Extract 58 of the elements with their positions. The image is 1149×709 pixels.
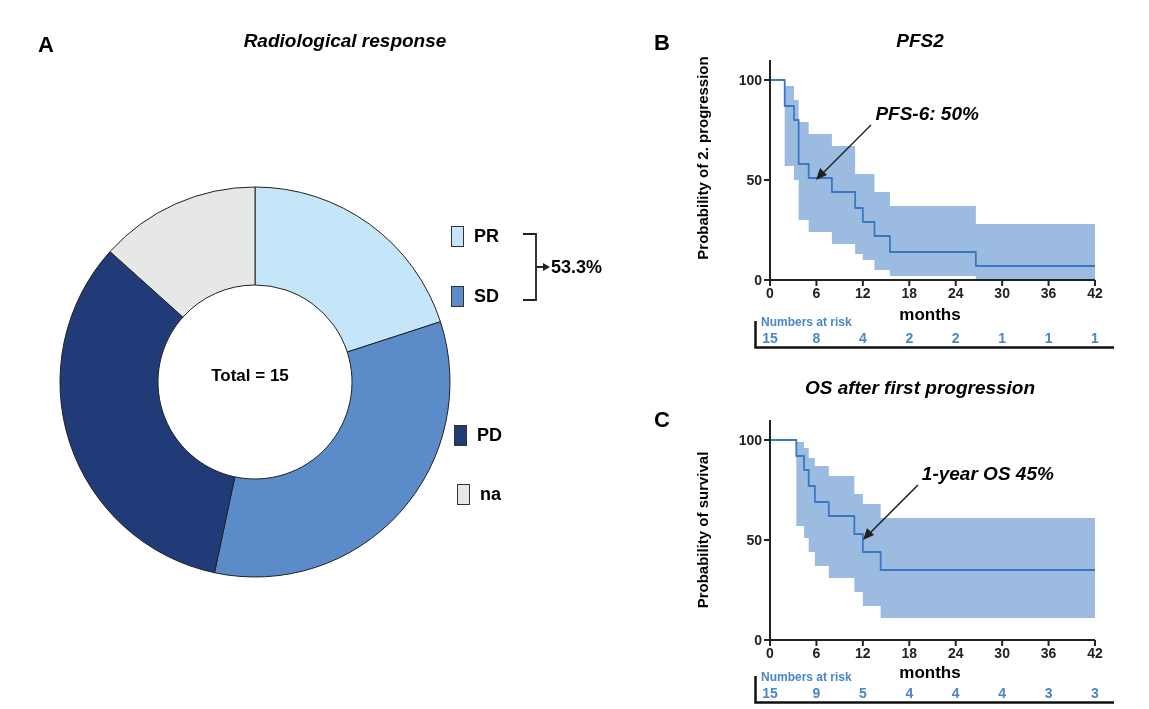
- text: 4: [997, 685, 1008, 701]
- x-tick-label: 30: [994, 644, 1011, 661]
- x-tick-label: 42: [1087, 284, 1103, 301]
- text: 1: [997, 330, 1008, 346]
- text: 9: [811, 685, 822, 701]
- y-tick-label: 100: [738, 431, 763, 448]
- chart-title: Radiological response: [242, 30, 448, 52]
- x-tick-label: 18: [901, 644, 918, 661]
- x-tick-label: 42: [1087, 644, 1103, 661]
- x-tick-label: 12: [855, 284, 871, 301]
- text: A: [38, 32, 54, 58]
- text: 5: [857, 685, 868, 701]
- text: 4: [857, 330, 868, 346]
- y-tick-label: 50: [746, 171, 763, 188]
- y-tick-label: 0: [754, 631, 763, 648]
- text: Numbers at risk: [761, 315, 852, 329]
- chart-title: OS after first progression: [803, 377, 1037, 399]
- x-tick-label: 0: [766, 644, 775, 661]
- x-tick-label: 12: [855, 644, 871, 661]
- text: B: [654, 30, 670, 56]
- text: 15: [761, 685, 779, 701]
- y-axis-title: Probability of 2. progression: [693, 56, 711, 260]
- y-tick-label: 50: [746, 531, 763, 548]
- annotation: 1-year OS 45%: [921, 463, 1054, 485]
- text: Numbers at risk: [761, 670, 852, 684]
- y-tick-label: 0: [754, 271, 763, 288]
- text: 53.3%: [551, 257, 603, 278]
- text: 1: [1043, 330, 1054, 346]
- text: 2: [950, 330, 961, 346]
- y-axis-title: Probability of survival: [693, 451, 711, 609]
- x-tick-label: 6: [812, 284, 821, 301]
- chart-title: PFS2: [895, 30, 945, 52]
- x-tick-label: 36: [1040, 284, 1057, 301]
- x-tick-label: 24: [947, 644, 964, 661]
- legend-label: SD: [474, 286, 500, 307]
- legend-label: PR: [474, 226, 500, 247]
- text: 4: [904, 685, 915, 701]
- x-tick-label: 6: [812, 644, 821, 661]
- x-tick-label: 36: [1040, 644, 1057, 661]
- legend-label: na: [480, 484, 502, 505]
- y-tick-label: 100: [738, 71, 763, 88]
- text: 1: [1090, 330, 1100, 346]
- text: Total = 15: [210, 366, 290, 386]
- x-tick-label: 18: [901, 284, 918, 301]
- x-tick-label: 24: [947, 284, 964, 301]
- text: 2: [904, 330, 915, 346]
- text: 4: [950, 685, 961, 701]
- legend-label: PD: [477, 425, 503, 446]
- x-tick-label: 0: [766, 284, 775, 301]
- text: 8: [811, 330, 822, 346]
- text: 3: [1043, 685, 1054, 701]
- text: 15: [761, 330, 779, 346]
- x-tick-label: 30: [994, 284, 1011, 301]
- x-axis-title: months: [898, 663, 962, 683]
- x-axis-title: months: [898, 305, 962, 325]
- annotation: PFS-6: 50%: [875, 103, 979, 125]
- text: 3: [1090, 685, 1100, 701]
- text: C: [654, 407, 670, 433]
